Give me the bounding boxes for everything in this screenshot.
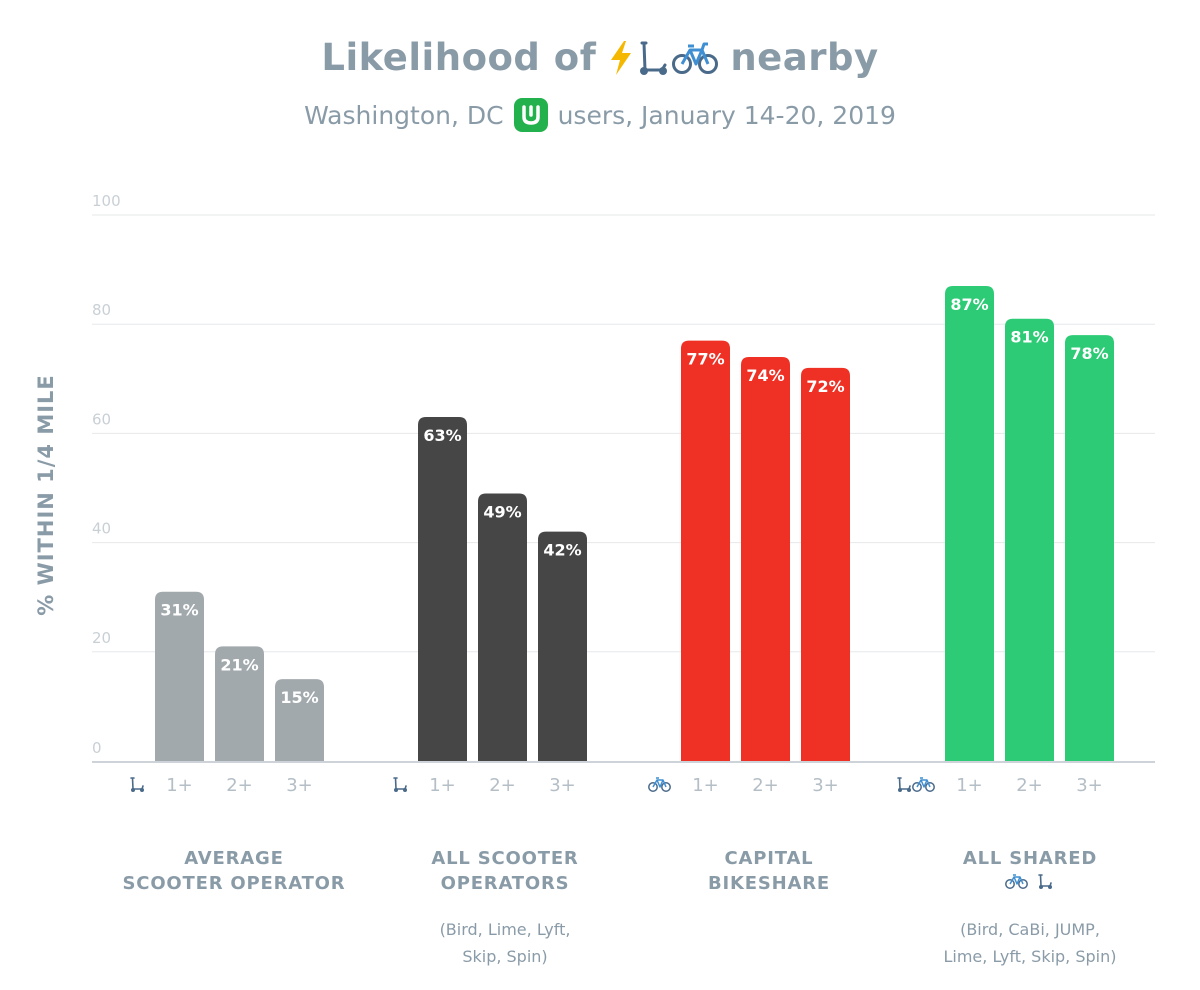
group-label-line: ALL SHARED (962, 848, 1098, 869)
bicycle-icon (1005, 874, 1028, 889)
bar-value-label: 72% (806, 377, 844, 396)
title-icons (608, 40, 719, 76)
x-tick-label: 3+ (549, 775, 576, 796)
bar-value-label: 21% (220, 655, 258, 674)
group-note-line: Skip, Spin) (462, 947, 548, 966)
group-label-icons (880, 873, 1180, 891)
group-label: AVERAGE SCOOTER OPERATOR (84, 846, 384, 896)
group-note-line: Lime, Lyft, Skip, Spin) (943, 947, 1117, 966)
y-tick-label: 0 (92, 739, 102, 757)
group-label-line: BIKESHARE (708, 873, 830, 894)
scooter-icon (640, 41, 668, 75)
bar-group-2: 63% 1+ 49% 2+ 42% 3+ (393, 417, 587, 796)
group-label: ALL SHARED (880, 846, 1180, 891)
lightning-icon (611, 40, 632, 75)
title-text-after: nearby (730, 36, 879, 79)
bar (275, 679, 324, 761)
y-tick-label: 60 (92, 410, 111, 428)
group-label: ALL SCOOTER OPERATORS (355, 846, 655, 896)
x-tick-label: 3+ (1076, 775, 1103, 796)
group-note: (Bird, Lime, Lyft, Skip, Spin) (355, 916, 655, 970)
group-label-line: AVERAGE (184, 848, 284, 869)
scooter-icon (130, 777, 144, 792)
bar (1065, 335, 1114, 761)
bar (418, 417, 467, 761)
bar-value-label: 63% (423, 426, 461, 445)
chart-subtitle: Washington, DC users, January 14-20, 201… (0, 98, 1200, 132)
bar-value-label: 42% (543, 541, 581, 560)
bar-group-1: 31% 1+ 21% 2+ 15% 3+ (130, 591, 324, 796)
bicycle-icon (648, 777, 671, 792)
bar-value-label: 49% (483, 502, 521, 521)
bicycle-icon (912, 777, 935, 792)
bar-value-label: 31% (160, 601, 198, 620)
group-note-line: (Bird, CaBi, JUMP, (960, 920, 1100, 939)
bar (155, 591, 204, 761)
bar-value-label: 77% (686, 350, 724, 369)
x-tick-label: 3+ (286, 775, 313, 796)
bar (538, 531, 587, 761)
bar-value-label: 74% (746, 366, 784, 385)
group-note: (Bird, CaBi, JUMP, Lime, Lyft, Skip, Spin… (880, 916, 1180, 970)
title-text-before: Likelihood of (321, 36, 597, 79)
bar (478, 493, 527, 761)
group-label-line: CAPITAL (724, 848, 814, 869)
transit-app-logo-icon (513, 98, 548, 132)
y-tick-label: 80 (92, 301, 111, 319)
group-label-line: OPERATORS (440, 873, 570, 894)
bar-value-label: 87% (950, 295, 988, 314)
x-tick-label: 2+ (489, 775, 516, 796)
bar-value-label: 15% (280, 688, 318, 707)
chart-title: Likelihood of nearby (0, 36, 1200, 79)
group-label: CAPITAL BIKESHARE (619, 846, 919, 896)
x-tick-label: 1+ (429, 775, 456, 796)
subtitle-text-after: users, January 14-20, 2019 (557, 100, 896, 130)
group-label-line: ALL SCOOTER (431, 848, 579, 869)
scooter-icon (1038, 874, 1052, 889)
scooter-icon (393, 777, 407, 792)
x-tick-label: 2+ (1016, 775, 1043, 796)
subtitle-text-before: Washington, DC (304, 100, 504, 130)
y-tick-label: 40 (92, 520, 111, 538)
bar (945, 285, 994, 761)
bar (1005, 318, 1054, 761)
bar-value-label: 81% (1010, 328, 1048, 347)
x-tick-label: 1+ (692, 775, 719, 796)
bar (215, 646, 264, 761)
bar-value-label: 78% (1070, 344, 1108, 363)
bar-group-3: 77% 1+ 74% 2+ 72% 3+ (648, 340, 850, 796)
scooter-icon (897, 777, 911, 792)
bar (681, 340, 730, 761)
bicycle-icon (672, 42, 719, 74)
bar (741, 356, 790, 761)
group-note-line: (Bird, Lime, Lyft, (439, 920, 571, 939)
x-tick-label: 3+ (812, 775, 839, 796)
x-tick-label: 2+ (752, 775, 779, 796)
bar (801, 367, 850, 761)
y-tick-label: 20 (92, 629, 111, 647)
x-tick-label: 1+ (166, 775, 193, 796)
y-tick-label: 100 (92, 192, 121, 210)
bar-group-4: 87% 1+ 81% 2+ 78% 3+ (897, 285, 1114, 796)
x-tick-label: 2+ (226, 775, 253, 796)
group-label-line: SCOOTER OPERATOR (122, 873, 346, 894)
x-tick-label: 1+ (956, 775, 983, 796)
